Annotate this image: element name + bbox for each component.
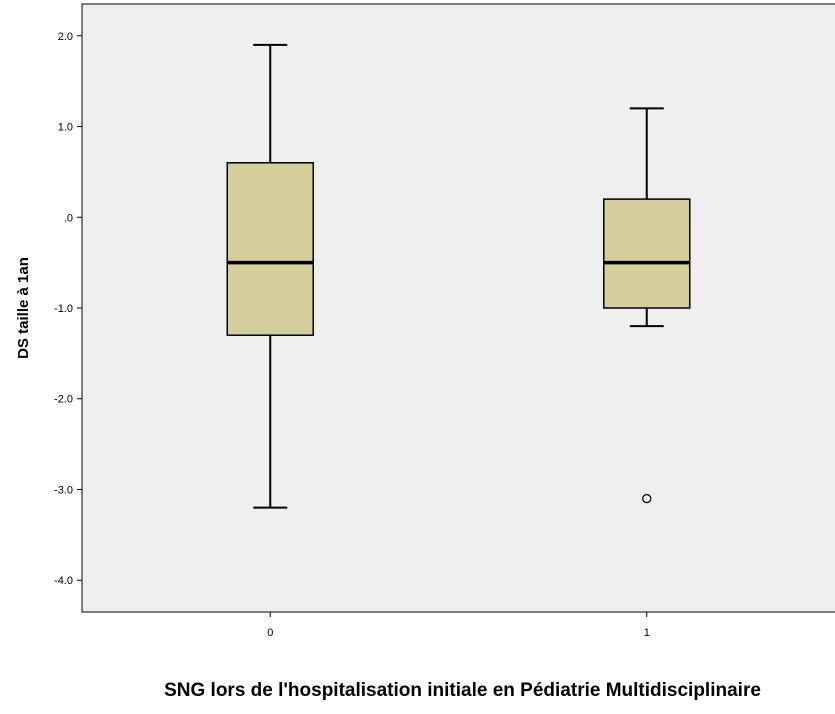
boxes-group	[226, 43, 691, 509]
box-group-0	[226, 43, 314, 509]
y-tick-label: 2.0	[58, 31, 73, 43]
box-group-1	[603, 107, 691, 504]
y-tick-label: -1.0	[54, 303, 73, 315]
y-tick-label: -2.0	[54, 394, 73, 406]
x-tick-label: 0	[267, 627, 273, 639]
y-tick-label: 1.0	[58, 122, 73, 134]
y-tick-label: .0	[64, 212, 73, 224]
y-tick-label: -3.0	[54, 484, 73, 496]
x-axis-title: SNG lors de l'hospitalisation initiale e…	[164, 680, 761, 701]
iqr-box	[603, 198, 691, 309]
y-axis-title: DS taille à 1an	[15, 257, 32, 359]
x-tick-label: 1	[644, 627, 650, 639]
y-tick-label: -4.0	[54, 575, 73, 587]
plot-area	[81, 3, 835, 613]
y-axis: 2.0 1.0 .0 -1.0 -2.0 -3.0 -4.0	[54, 31, 82, 587]
outlier-point	[642, 493, 652, 504]
iqr-box	[226, 162, 314, 336]
